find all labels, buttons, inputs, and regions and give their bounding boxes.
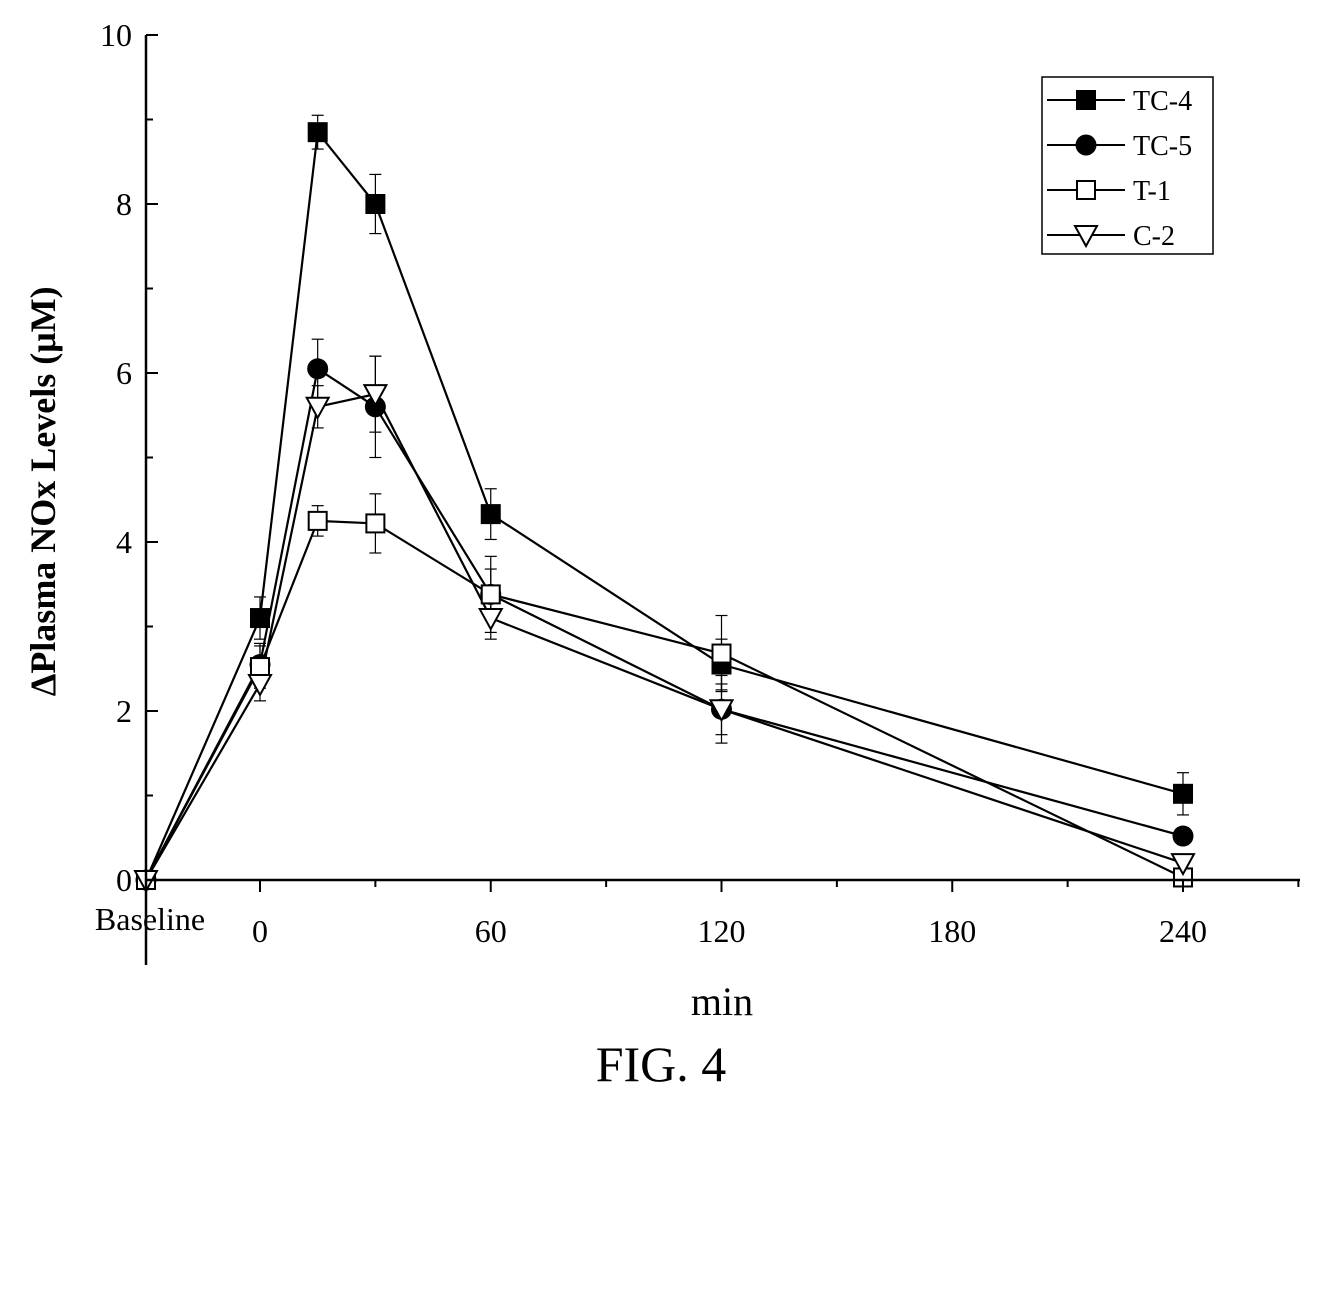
series-line-tc-4 xyxy=(144,129,1184,881)
x-tick-label: 240 xyxy=(1159,913,1207,949)
x-tick-label: 0 xyxy=(252,913,268,949)
data-point-c-2 xyxy=(1170,853,1196,877)
y-tick-label: 0 xyxy=(116,862,132,898)
y-tick-label: 10 xyxy=(100,17,132,53)
data-point-c-2 xyxy=(708,699,735,723)
data-point-t-1 xyxy=(711,643,732,664)
data-point-c-2 xyxy=(478,608,504,632)
data-point-tc-4 xyxy=(307,122,328,143)
data-point-tc-5 xyxy=(1172,825,1194,847)
legend-marker-t-1 xyxy=(1076,180,1096,200)
legend-label: T-1 xyxy=(1133,176,1171,207)
data-point-c-2 xyxy=(304,396,331,420)
legend-label: C-2 xyxy=(1133,221,1175,252)
data-point-t-1 xyxy=(365,513,386,534)
y-tick-label: 8 xyxy=(116,186,132,222)
data-point-t-1 xyxy=(307,510,328,531)
x-tick-label-baseline: Baseline xyxy=(95,901,205,937)
figure-caption: FIG. 4 xyxy=(595,1036,727,1092)
series-markers xyxy=(133,122,1196,894)
legend-label: TC-4 xyxy=(1133,86,1192,117)
data-point-c-2 xyxy=(247,673,273,698)
series-line-tc-5 xyxy=(145,366,1184,881)
series-line-t-1 xyxy=(145,519,1184,881)
data-point-tc-4 xyxy=(365,194,386,214)
legend-box xyxy=(1041,76,1214,255)
legend-marker-c-2 xyxy=(1073,225,1099,249)
y-tick-label: 2 xyxy=(116,693,132,729)
series-lines xyxy=(144,129,1184,881)
y-tick-label: 4 xyxy=(116,524,132,560)
data-point-tc-4 xyxy=(480,504,501,525)
data-point-t-1 xyxy=(250,657,270,678)
legend-label: TC-5 xyxy=(1133,131,1192,162)
x-axis-title: min xyxy=(691,979,753,1024)
y-axis-title: ΔPlasma NOx Levels (μM) xyxy=(23,286,63,696)
data-point-tc-4 xyxy=(1173,783,1193,804)
data-point-tc-4 xyxy=(250,608,270,629)
legend: TC-4 TC-5 T-1 C-2 xyxy=(1041,76,1214,255)
legend-marker-tc-5 xyxy=(1075,134,1097,156)
x-tick-label: 180 xyxy=(928,913,976,949)
data-point-t-1 xyxy=(480,584,501,605)
data-point-c-2 xyxy=(362,384,389,408)
x-tick-label: 60 xyxy=(475,913,507,949)
legend-marker-tc-4 xyxy=(1076,90,1096,110)
series-line-c-2 xyxy=(145,392,1184,881)
y-tick-label: 6 xyxy=(116,355,132,391)
x-tick-label: 120 xyxy=(698,913,746,949)
data-point-tc-5 xyxy=(307,358,329,380)
